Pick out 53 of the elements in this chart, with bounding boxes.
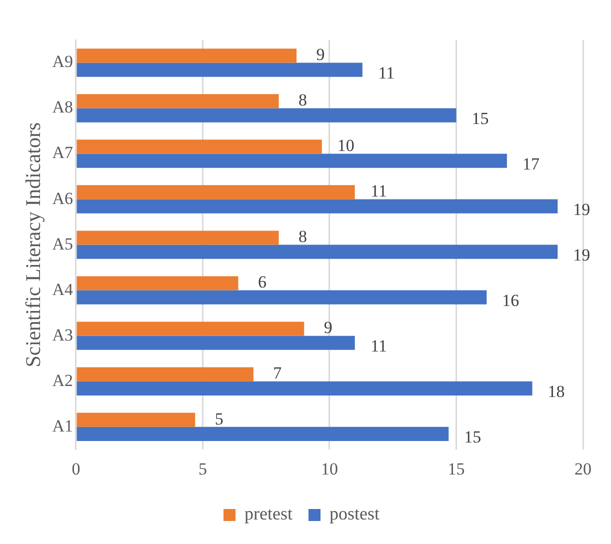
data-label: 19 [573, 245, 590, 264]
data-label: 8 [298, 227, 308, 246]
data-label: 15 [472, 108, 489, 128]
bar [76, 230, 279, 245]
y-tick-label: A6 [52, 188, 73, 208]
x-tick-label: 15 [448, 459, 465, 478]
bar [76, 154, 507, 168]
bar [76, 199, 558, 214]
data-label: 19 [573, 200, 590, 219]
bar [76, 367, 254, 382]
data-label: 8 [298, 90, 308, 110]
data-label: 7 [273, 364, 282, 383]
bar [76, 276, 238, 290]
y-tick-label: A3 [52, 325, 73, 344]
data-label: 15 [464, 427, 482, 446]
bar [76, 412, 196, 427]
y-tick-label: A5 [52, 234, 73, 254]
x-tick-label: 0 [72, 459, 80, 478]
bar [76, 62, 362, 77]
data-label: 17 [522, 154, 540, 174]
y-axis-title: Scientific Literacy Indicators [21, 122, 46, 368]
data-label: 18 [548, 382, 565, 401]
bar [76, 336, 355, 350]
x-tick-label: 10 [320, 459, 338, 478]
data-label: 6 [258, 272, 266, 292]
bar [76, 48, 297, 63]
data-label: 10 [337, 136, 354, 156]
bar [76, 140, 322, 154]
x-tick-label: 20 [574, 459, 592, 478]
data-label: 5 [214, 409, 224, 428]
y-tick-label: A4 [52, 280, 74, 299]
data-label: 11 [370, 182, 388, 201]
bar [76, 108, 456, 122]
bar [76, 94, 279, 108]
bar [76, 244, 558, 259]
x-tick-label: 5 [198, 459, 207, 478]
data-label: 9 [324, 318, 332, 338]
data-label: 9 [316, 45, 325, 64]
data-label: 16 [502, 290, 520, 310]
bar [76, 381, 532, 396]
y-tick-label: A2 [52, 370, 73, 390]
y-tick-label: A7 [52, 143, 74, 162]
bar [76, 290, 487, 304]
data-label: 11 [370, 336, 388, 356]
legend-label: postest [329, 504, 380, 524]
y-tick-label: A8 [52, 98, 73, 117]
data-label: 11 [378, 63, 395, 82]
bar [76, 322, 304, 336]
y-tick-label: A9 [52, 52, 73, 72]
y-tick-label: A1 [52, 416, 73, 436]
bar [76, 426, 449, 441]
bar [76, 185, 355, 200]
legend-label: pretest [244, 504, 292, 524]
